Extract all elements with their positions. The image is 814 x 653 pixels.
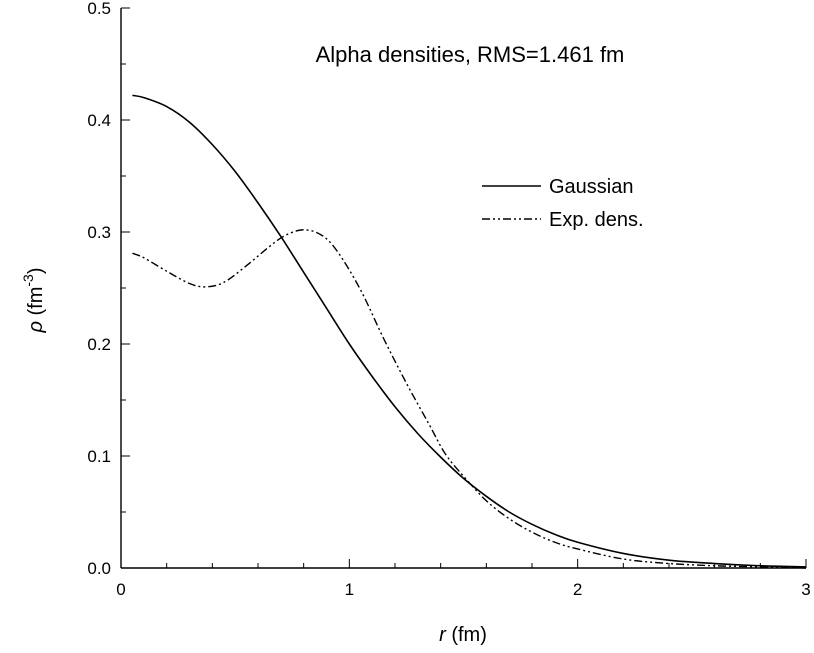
series-line-exp-dens (132, 229, 807, 569)
legend-label-gaussian: Gaussian (549, 176, 634, 198)
y-tick-label: 0.2 (87, 335, 111, 354)
y-axis-title-symbol: ρ (25, 321, 47, 333)
legend: Gaussian Exp. dens. (482, 176, 644, 231)
y-tick-label: 0.3 (87, 223, 111, 242)
chart-title: Alpha densities, RMS=1.461 fm (316, 42, 625, 67)
y-axis-title-unit: (fm (25, 287, 47, 321)
x-axis-title: r (fm) (439, 624, 487, 646)
y-axis-title: ρ (fm-3) (20, 267, 47, 333)
x-tick-label: 3 (801, 580, 810, 599)
axes: 0 1 2 3 0.0 0.1 0.2 0.3 0.4 0.5 (87, 0, 810, 599)
x-tick-label: 0 (116, 580, 125, 599)
y-tick-label: 0.0 (87, 559, 111, 578)
series-line-gaussian (132, 94, 807, 568)
y-tick-label: 0.4 (87, 111, 111, 130)
y-tick-label: 0.1 (87, 447, 111, 466)
x-tick-label: 2 (573, 580, 582, 599)
y-tick-label: 0.5 (87, 0, 111, 18)
x-tick-label: 1 (345, 580, 354, 599)
legend-label-exp-dens: Exp. dens. (549, 209, 644, 231)
y-axis-title-close: ) (25, 267, 47, 274)
curves (132, 94, 807, 569)
x-axis-title-unit: (fm) (446, 624, 487, 646)
y-axis-title-exponent: -3 (20, 274, 36, 287)
x-axis-title-symbol: r (439, 624, 447, 646)
